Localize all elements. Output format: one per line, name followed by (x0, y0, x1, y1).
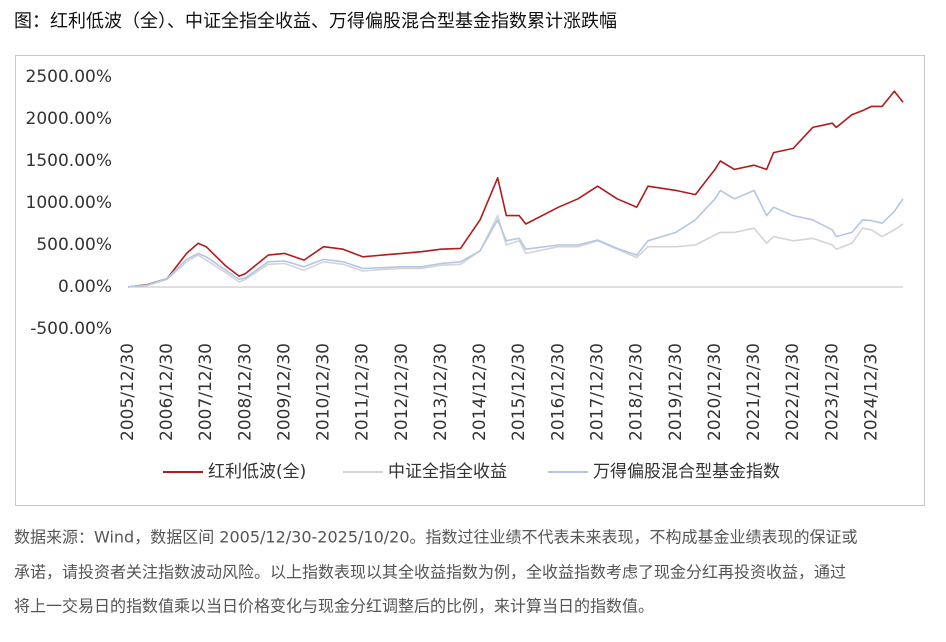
x-tick-label: 2024/12/30 (862, 343, 882, 441)
y-tick-label: 500.00% (36, 235, 112, 255)
x-tick-label: 2006/12/30 (157, 343, 177, 441)
x-tick-label: 2012/12/30 (392, 343, 412, 441)
footnote: 承诺，请投资者关注指数波动风险。以上指数表现以其全收益指数为例，全收益指数考虑了… (14, 563, 846, 582)
x-tick-label: 2020/12/30 (705, 343, 725, 441)
x-tick-label: 2007/12/30 (196, 343, 216, 441)
x-tick-label: 2013/12/30 (431, 343, 451, 441)
y-tick-label: 2500.00% (26, 67, 112, 87)
y-tick-label: 1500.00% (26, 151, 112, 171)
x-tick-label: 2016/12/30 (548, 343, 568, 441)
footnote: 数据来源：Wind，数据区间 2005/12/30-2025/10/20。指数过… (14, 528, 858, 547)
series-line (127, 90, 904, 288)
footnote: 将上一交易日的指数值乘以当日价格变化与现金分红调整后的比例，来计算当日的指数值。 (14, 597, 654, 616)
x-tick-label: 2019/12/30 (666, 343, 686, 441)
x-tick-label: 2010/12/30 (314, 343, 334, 441)
series-line (127, 189, 904, 288)
x-tick-label: 2014/12/30 (470, 343, 490, 441)
y-tick-label: 0.00% (58, 277, 112, 297)
x-tick-label: 2021/12/30 (744, 343, 764, 441)
legend-label: 红利低波(全) (208, 462, 306, 482)
y-tick-label: -500.00% (30, 319, 112, 339)
x-tick-label: 2018/12/30 (627, 343, 647, 441)
x-tick-label: 2011/12/30 (353, 343, 373, 441)
y-tick-label: 1000.00% (26, 193, 112, 213)
x-tick-label: 2009/12/30 (275, 343, 295, 441)
x-tick-label: 2017/12/30 (588, 343, 608, 441)
y-tick-label: 2000.00% (26, 109, 112, 129)
x-tick-label: 2015/12/30 (509, 343, 529, 441)
chart-frame (15, 55, 925, 506)
x-tick-label: 2022/12/30 (783, 343, 803, 441)
x-tick-label: 2005/12/30 (118, 343, 138, 441)
x-tick-label: 2008/12/30 (235, 343, 255, 441)
x-tick-label: 2023/12/30 (822, 343, 842, 441)
legend-label: 万得偏股混合型基金指数 (593, 462, 780, 482)
legend-label: 中证全指全收益 (388, 462, 507, 482)
chart-title: 图：红利低波（全）、中证全指全收益、万得偏股混合型基金指数累计涨跌幅 (14, 11, 617, 32)
series-line (127, 214, 904, 288)
